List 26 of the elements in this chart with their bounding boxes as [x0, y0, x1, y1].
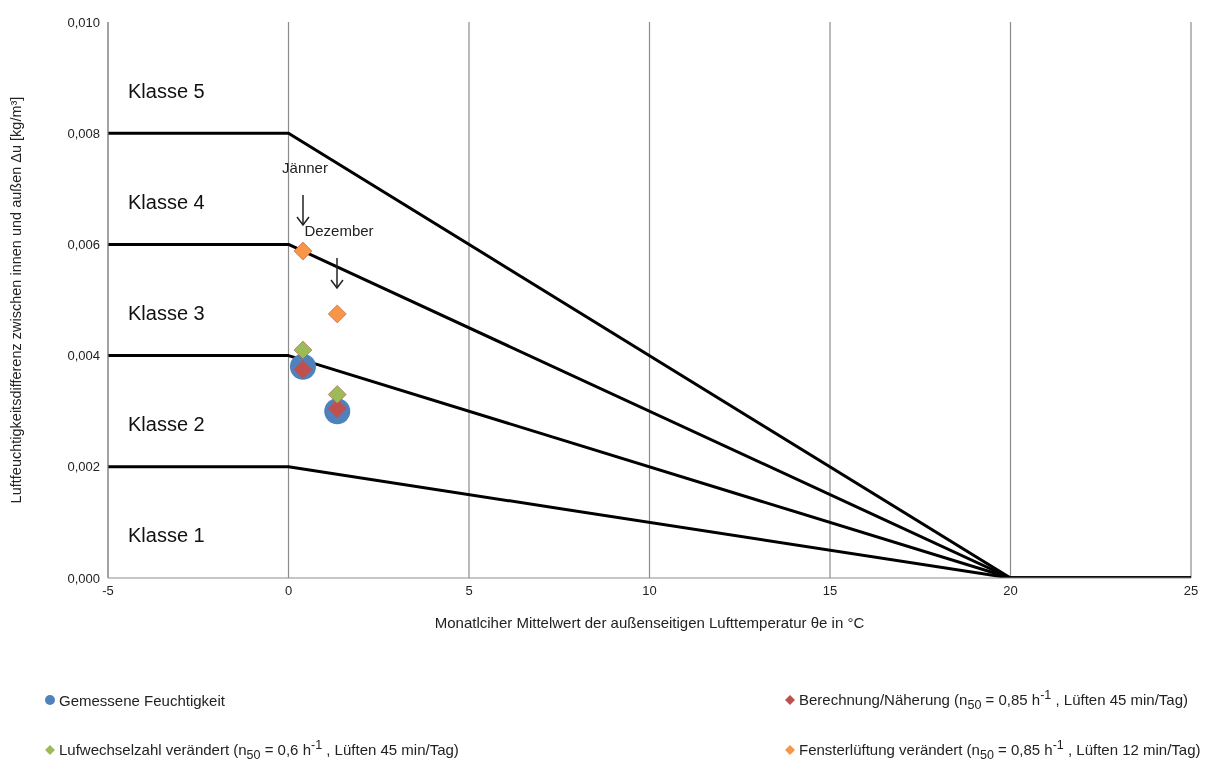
legend-label: Berechnung/Näherung (n$_{50}$ = 0,85 h$^{-1}$ , Lüften 45 min/Tag): [799, 688, 1189, 712]
y-tick-label: 0,000: [67, 570, 100, 586]
y-tick-label: 0,010: [67, 14, 100, 30]
annotation: Jänner: [282, 159, 328, 176]
annotation: Klasse 5: [128, 80, 205, 103]
annotation: Klasse 2: [128, 413, 205, 436]
annotation: Klasse 4: [128, 191, 205, 214]
y-axis-title: Luftfeuchtigkeitsdifferenz zwischen innen und außen Δu [kg/m³]: [8, 96, 25, 504]
legend-label: Gemessene Feuchtigkeit: [59, 691, 225, 709]
y-tick-label: 0,008: [67, 125, 100, 141]
x-tick-label: 20: [1003, 583, 1018, 599]
annotation: Klasse 1: [128, 524, 205, 547]
y-tick-label: 0,002: [67, 459, 100, 475]
x-tick-label: -5: [102, 583, 114, 599]
legend-label: Fensterlüftung verändert (n$_{50}$ = 0,85 h$^{-1}$ , Lüften 12 min/Tag): [799, 738, 1201, 762]
legend-label: Lufwechselzahl verändert (n$_{50}$ = 0,6 h$^{-1}$ , Lüften 45 min/Tag): [59, 738, 459, 762]
annotation: Klasse 3: [128, 302, 205, 325]
y-tick-label: 0,006: [67, 237, 100, 253]
x-tick-label: 10: [642, 583, 657, 599]
y-tick-label: 0,004: [67, 348, 100, 364]
x-tick-label: 0: [284, 583, 293, 599]
x-tick-label: 5: [465, 583, 473, 599]
x-tick-label: 25: [1183, 583, 1199, 599]
x-tick-label: 15: [822, 583, 838, 599]
annotation: Dezember: [304, 222, 374, 239]
x-axis-title: Monatlciher Mittelwert der außenseitigen Lufttemperatur θe in °C: [434, 614, 865, 631]
